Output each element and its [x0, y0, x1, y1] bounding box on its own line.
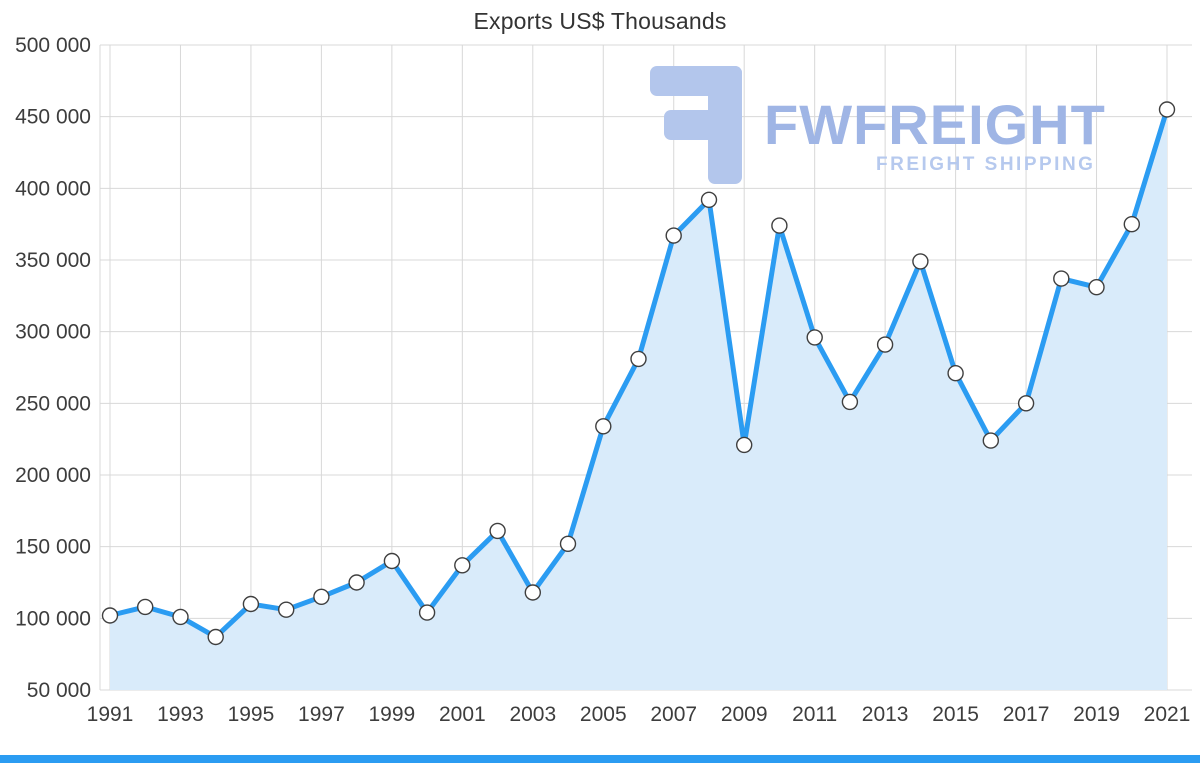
x-axis-label: 2001 [439, 703, 486, 726]
chart-title: Exports US$ Thousands [473, 8, 727, 34]
x-axis-label: 1995 [228, 703, 275, 726]
x-axis-label: 2003 [509, 703, 556, 726]
y-axis-label: 450 000 [15, 106, 91, 129]
y-axis-label: 150 000 [15, 536, 91, 559]
data-point-marker [806, 329, 823, 346]
x-axis-label: 2021 [1144, 703, 1191, 726]
y-axis-label: 500 000 [15, 34, 91, 57]
y-axis-label: 200 000 [15, 464, 91, 487]
data-point-marker [559, 535, 577, 552]
y-axis-label: 50 000 [27, 679, 91, 702]
y-axis-label: 350 000 [15, 249, 91, 272]
x-axis-label: 2005 [580, 703, 627, 726]
data-point-marker [172, 608, 189, 626]
data-point-marker [242, 595, 260, 613]
data-point-marker [454, 557, 471, 574]
data-point-marker [982, 432, 999, 449]
data-point-marker [383, 552, 401, 570]
x-axis-label: 1993 [157, 703, 204, 726]
data-point-marker [1088, 279, 1105, 296]
data-point-marker [524, 584, 541, 601]
data-point-marker [489, 522, 506, 540]
data-point-marker [665, 227, 682, 244]
x-axis-label: 1991 [87, 703, 134, 726]
data-point-marker [841, 393, 859, 411]
x-axis-label: 1999 [369, 703, 416, 726]
data-point-marker [418, 604, 436, 621]
data-point-marker [912, 253, 929, 270]
x-axis-label: 2011 [792, 703, 837, 726]
y-axis-label: 300 000 [15, 321, 91, 344]
x-axis-label: 2009 [721, 703, 768, 726]
y-axis-label: 100 000 [15, 607, 91, 630]
data-point-marker [1158, 101, 1176, 118]
data-point-marker [101, 607, 119, 624]
x-axis-label: 1997 [298, 703, 345, 726]
data-point-marker [313, 588, 330, 605]
data-point-marker [348, 574, 365, 591]
data-point-marker [630, 350, 647, 368]
data-point-marker [207, 628, 224, 646]
footer-accent-bar [0, 755, 1200, 763]
data-point-marker [278, 601, 295, 618]
data-point-marker [736, 436, 753, 454]
data-point-marker [947, 365, 964, 382]
x-axis-label: 2019 [1073, 703, 1120, 726]
data-point-marker [771, 217, 788, 234]
series-area-fill [110, 109, 1167, 690]
x-axis-label: 2013 [862, 703, 909, 726]
data-point-marker [1017, 395, 1035, 412]
x-axis-label: 2017 [1003, 703, 1050, 726]
data-point-marker [876, 336, 894, 353]
data-point-marker [595, 418, 612, 435]
data-point-marker [1053, 270, 1070, 287]
data-point-marker [700, 191, 718, 209]
data-point-marker [136, 598, 154, 616]
data-point-marker [1123, 215, 1141, 233]
y-axis-label: 400 000 [15, 177, 91, 200]
x-axis-label: 2015 [932, 703, 979, 726]
y-axis-label: 250 000 [15, 392, 91, 415]
x-axis-label: 2007 [650, 703, 697, 726]
